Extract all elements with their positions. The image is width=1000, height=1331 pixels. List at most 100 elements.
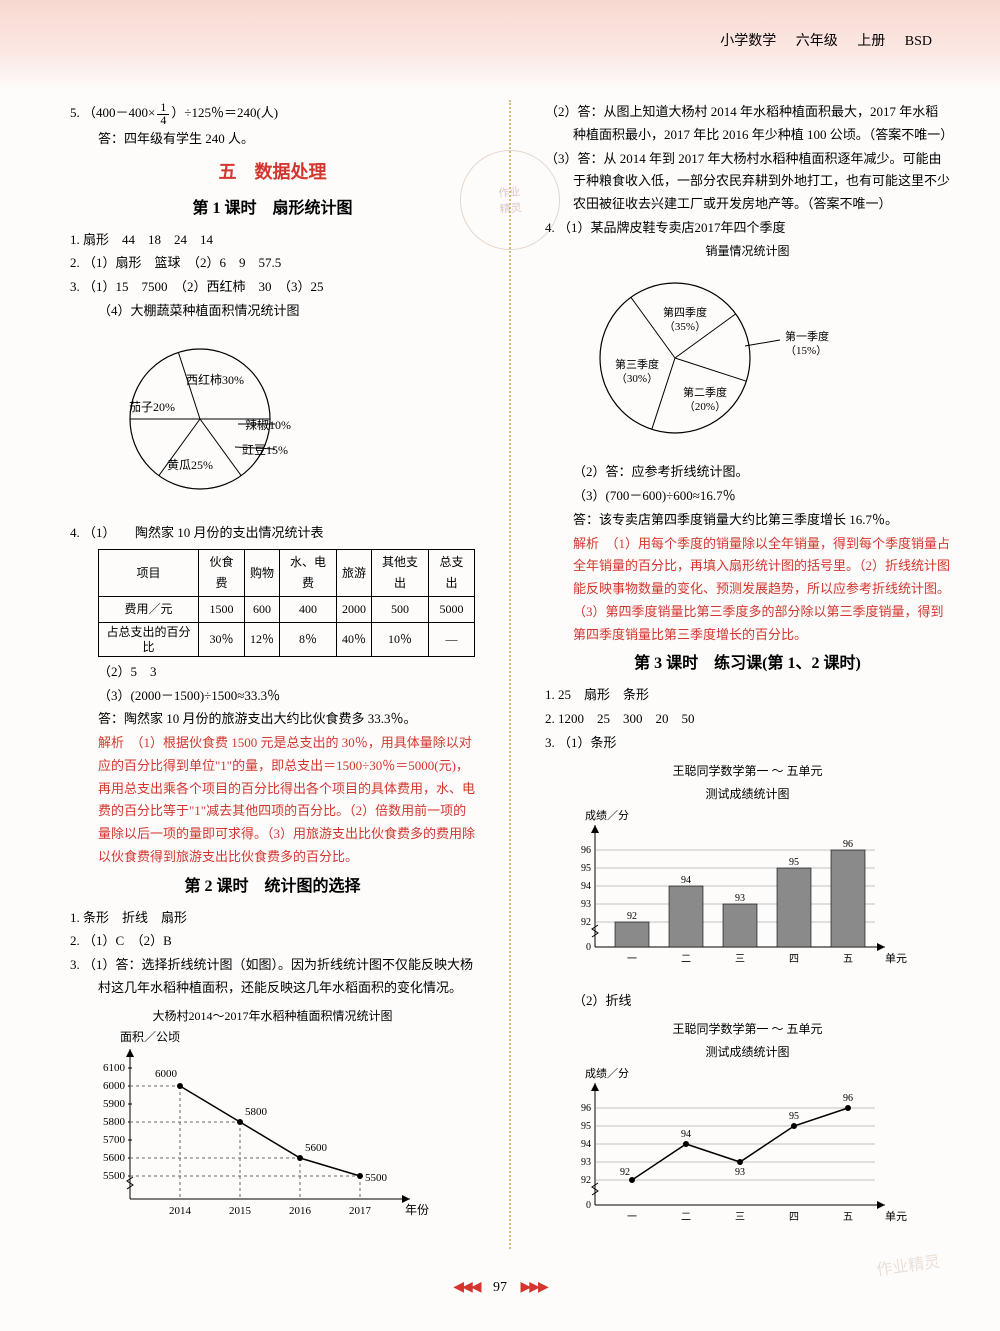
page-header: 小学数学 六年级 上册 BSD bbox=[0, 0, 1000, 90]
q4r-3: （3）(700－600)÷600≈16.7％ bbox=[545, 485, 950, 508]
svg-text:三: 三 bbox=[735, 954, 745, 965]
svg-text:93: 93 bbox=[581, 899, 591, 910]
svg-text:四: 四 bbox=[789, 954, 799, 965]
svg-text:5900: 5900 bbox=[103, 1098, 126, 1110]
page-footer: ◀◀◀ 97 ▶▶▶ bbox=[0, 1269, 1000, 1316]
svg-text:95: 95 bbox=[581, 1121, 591, 1132]
s1-line3: 3. （1）15 7500 （2）西红柿 30 （3）25 bbox=[70, 276, 475, 299]
svg-text:（35%）: （35%） bbox=[664, 320, 706, 333]
line-chart-scores: 王聪同学数学第一 ～ 五单元 测试成绩统计图 成绩／分 0 92 93 94 9… bbox=[545, 1019, 950, 1243]
s3-line4: （2）折线 bbox=[545, 990, 950, 1013]
s1-4-2: （2）5 3 bbox=[70, 661, 475, 684]
svg-text:第四季度: 第四季度 bbox=[663, 305, 707, 319]
svg-text:5800: 5800 bbox=[103, 1116, 126, 1128]
svg-text:5600: 5600 bbox=[103, 1152, 126, 1164]
svg-text:二: 二 bbox=[681, 1212, 691, 1223]
table-row: 占总支出的百分比30％12％8％40％10％— bbox=[99, 623, 475, 657]
svg-text:6000: 6000 bbox=[155, 1068, 178, 1080]
svg-text:5700: 5700 bbox=[103, 1134, 126, 1146]
footer-left-icon: ◀◀◀ bbox=[453, 1280, 479, 1295]
svg-text:96: 96 bbox=[581, 1103, 591, 1114]
svg-text:94: 94 bbox=[581, 881, 591, 892]
line-svg: 面积／公顷 5500 5600 5700 5800 5900 6000 6100 bbox=[70, 1029, 450, 1229]
s3-line2: 2. 1200 25 300 20 50 bbox=[545, 708, 950, 731]
left-column: 5. （400－400×14）÷125％＝240(人) 答：四年级有学生 240… bbox=[70, 100, 475, 1249]
right-column: （2）答：从图上知道大杨村 2014 年水稻种植面积最大，2017 年水稻种植面… bbox=[545, 100, 950, 1249]
expense-table: 项目伙食费购物水、电费旅游其他支出总支出 费用／元150060040020005… bbox=[98, 549, 475, 657]
svg-text:二: 二 bbox=[681, 954, 691, 965]
svg-text:成绩／分: 成绩／分 bbox=[585, 809, 629, 822]
svg-text:单元: 单元 bbox=[885, 1210, 907, 1223]
svg-text:茄子20%: 茄子20% bbox=[129, 400, 175, 414]
s1-line1: 1. 扇形 44 18 24 14 bbox=[70, 229, 475, 252]
s1-analysis: 解析 （1）根据伙食费 1500 元是总支出的 30％，用具体量除以对应的百分比… bbox=[70, 732, 475, 869]
svg-text:94: 94 bbox=[681, 875, 691, 886]
svg-text:5500: 5500 bbox=[365, 1172, 388, 1184]
s1-4-ans: 答：陶然家 10 月份的旅游支出大约比伙食费多 33.3％。 bbox=[70, 708, 475, 731]
svg-text:93: 93 bbox=[581, 1157, 591, 1168]
svg-text:第二季度: 第二季度 bbox=[683, 385, 727, 399]
bar-svg: 成绩／分 0 92 93 94 95 96 bbox=[545, 807, 925, 977]
svg-text:成绩／分: 成绩／分 bbox=[585, 1067, 629, 1080]
svg-text:5800: 5800 bbox=[245, 1106, 268, 1118]
svg-text:2015: 2015 bbox=[229, 1205, 252, 1217]
r-p2: （2）答：从图上知道大杨村 2014 年水稻种植面积最大，2017 年水稻种植面… bbox=[545, 101, 950, 147]
svg-text:95: 95 bbox=[789, 857, 799, 868]
q4r-2: （2）答：应参考折线统计图。 bbox=[545, 461, 950, 484]
line-title: 大杨村2014～2017年水稻种植面积情况统计图 bbox=[70, 1006, 475, 1027]
lesson-2-title: 第 2 课时 统计图的选择 bbox=[70, 873, 475, 901]
svg-text:6000: 6000 bbox=[103, 1080, 126, 1092]
q4r-analysis: 解析 （1）用每个季度的销量除以全年销量，得到每个季度销量占全年销量的百分比，再… bbox=[545, 533, 950, 647]
svg-text:四: 四 bbox=[789, 1212, 799, 1223]
svg-text:第三季度: 第三季度 bbox=[615, 357, 659, 371]
svg-text:第一季度: 第一季度 bbox=[785, 329, 829, 343]
svg-text:黄瓜25%: 黄瓜25% bbox=[167, 458, 213, 472]
table-row: 费用／元150060040020005005000 bbox=[99, 597, 475, 623]
q5-answer: 答：四年级有学生 240 人。 bbox=[70, 128, 475, 151]
svg-text:96: 96 bbox=[843, 839, 853, 850]
svg-text:93: 93 bbox=[735, 893, 745, 904]
s2-line1: 1. 条形 折线 扇形 bbox=[70, 907, 475, 930]
pie-chart-vegetables: 西红柿30% 茄子20% 辣椒10% 豇豆15% 黄瓜25% bbox=[70, 329, 475, 517]
svg-text:2016: 2016 bbox=[289, 1205, 312, 1217]
svg-text:96: 96 bbox=[843, 1093, 853, 1104]
svg-text:92: 92 bbox=[627, 911, 637, 922]
svg-text:西红柿30%: 西红柿30% bbox=[186, 372, 244, 387]
r-p3: （3）答：从 2014 年到 2017 年大杨村水稻种植面积逐年减少。可能由于种… bbox=[545, 148, 950, 216]
svg-text:2014: 2014 bbox=[169, 1205, 192, 1217]
svg-text:94: 94 bbox=[581, 1139, 591, 1150]
s3-line3: 3. （1）条形 bbox=[545, 732, 950, 755]
svg-text:五: 五 bbox=[843, 954, 853, 965]
svg-text:一: 一 bbox=[627, 1212, 637, 1223]
hdr-subject: 小学数学 bbox=[720, 34, 776, 49]
section-5-title: 五 数据处理 bbox=[70, 157, 475, 189]
footer-right-icon: ▶▶▶ bbox=[521, 1280, 547, 1295]
svg-text:92: 92 bbox=[581, 917, 591, 928]
s3-line1: 1. 25 扇形 条形 bbox=[545, 684, 950, 707]
q4r-head2: 销量情况统计图 bbox=[545, 241, 950, 262]
svg-text:（30%）: （30%） bbox=[616, 372, 658, 385]
pie-chart-sales: 第四季度 （35%） 第一季度 （15%） 第三季度 （30%） 第二季度 （2… bbox=[545, 268, 950, 456]
bar-chart-scores: 王聪同学数学第一 ～ 五单元 测试成绩统计图 成绩／分 0 92 93 94 9… bbox=[545, 761, 950, 985]
lesson-1-title: 第 1 课时 扇形统计图 bbox=[70, 195, 475, 223]
s1-4-3: （3）(2000－1500)÷1500≈33.3％ bbox=[70, 685, 475, 708]
page-number: 97 bbox=[493, 1280, 507, 1295]
svg-text:年份: 年份 bbox=[405, 1203, 429, 1217]
svg-text:豇豆15%: 豇豆15% bbox=[242, 443, 288, 457]
svg-text:面积／公顷: 面积／公顷 bbox=[120, 1030, 180, 1044]
svg-text:2017: 2017 bbox=[349, 1205, 372, 1217]
s2-line2: 2. （1）C （2）B bbox=[70, 930, 475, 953]
svg-text:辣椒10%: 辣椒10% bbox=[245, 418, 291, 432]
svg-text:（20%）: （20%） bbox=[684, 400, 726, 413]
q4r-head: 4. （1）某品牌皮鞋专卖店2017年四个季度 bbox=[545, 217, 950, 240]
line2-svg: 成绩／分 0 92 93 94 95 96 bbox=[545, 1065, 925, 1235]
svg-text:96: 96 bbox=[581, 845, 591, 856]
s1-q4-head: 4. （1） 陶然家 10 月份的支出情况统计表 bbox=[70, 522, 475, 545]
line-chart-rice: 大杨村2014～2017年水稻种植面积情况统计图 面积／公顷 5500 5600… bbox=[70, 1006, 475, 1237]
svg-text:单元: 单元 bbox=[885, 952, 907, 965]
svg-text:95: 95 bbox=[789, 1111, 799, 1122]
svg-text:一: 一 bbox=[627, 954, 637, 965]
svg-text:6100: 6100 bbox=[103, 1062, 126, 1074]
table-row: 项目伙食费购物水、电费旅游其他支出总支出 bbox=[99, 550, 475, 597]
hdr-edition: BSD bbox=[905, 34, 932, 49]
